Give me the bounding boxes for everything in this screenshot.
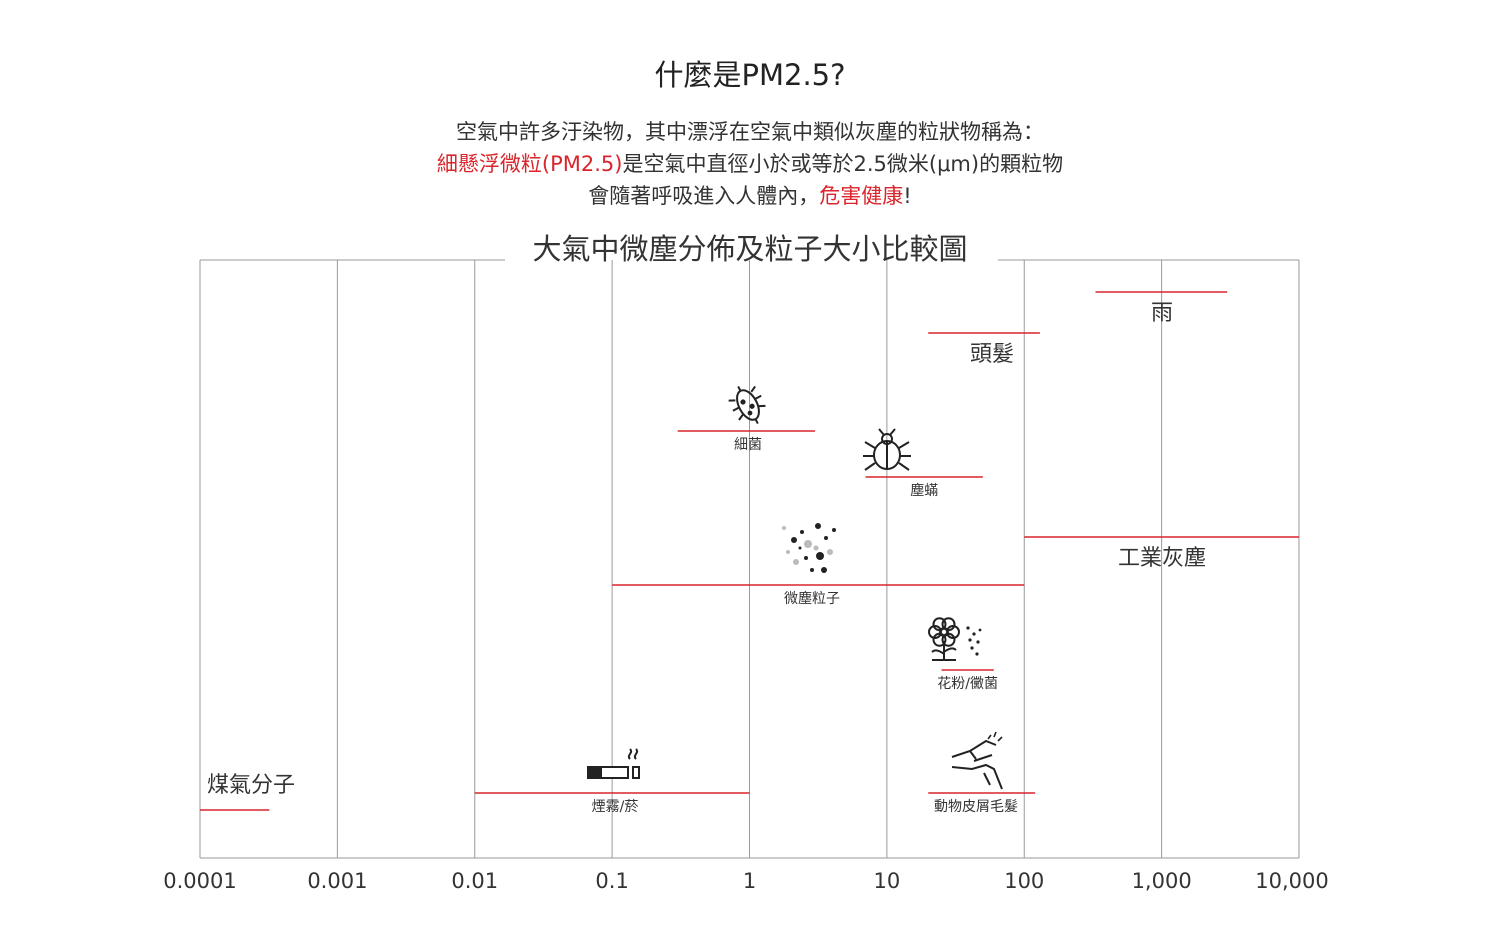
dust-dot — [800, 530, 804, 534]
range-label: 細菌 — [734, 437, 762, 453]
dust-dot — [782, 526, 786, 530]
x-tick-label: 10 — [874, 869, 901, 893]
x-tick-label: 0.001 — [307, 869, 367, 893]
range-label: 微塵粒子 — [784, 590, 840, 607]
range-label: 工業灰塵 — [1118, 546, 1206, 571]
x-tick-label: 0.01 — [451, 869, 498, 893]
pm25-highlight: 細懸浮微粒(PM2.5) — [436, 152, 623, 176]
dust-dot — [793, 559, 799, 565]
hand-pet-icon — [951, 731, 1003, 790]
page-title: 什麼是PM2.5? — [654, 58, 846, 92]
dust-dot — [804, 540, 812, 548]
range-label: 頭髮 — [970, 342, 1014, 367]
range-label: 動物皮屑毛髮 — [934, 799, 1018, 815]
range-label: 花粉/黴菌 — [937, 676, 998, 692]
cigarette-smoke-icon — [587, 748, 640, 779]
dust-dot — [815, 523, 821, 529]
chart-title: 大氣中微塵分佈及粒子大小比較圖 — [532, 232, 967, 266]
dust-dot — [810, 568, 814, 572]
dust-dot — [798, 546, 802, 550]
range-label: 雨 — [1151, 301, 1173, 326]
intro-text: 是空氣中直徑小於或等於2.5微米(μm)的顆粒物 — [622, 152, 1064, 176]
x-tick-label: 100 — [1004, 869, 1044, 893]
x-tick-label: 0.0001 — [163, 869, 236, 893]
range-label: 煙霧/菸 — [592, 799, 639, 815]
x-tick-label: 0.1 — [595, 869, 628, 893]
dust-dot — [791, 537, 797, 543]
dust-particles-icon — [782, 523, 836, 573]
dust-dot — [816, 552, 824, 560]
dust-dot — [832, 528, 836, 532]
x-tick-label: 1,000 — [1132, 869, 1192, 893]
intro-line-2: 細懸浮微粒(PM2.5)是空氣中直徑小於或等於2.5微米(μm)的顆粒物 — [0, 148, 1500, 178]
dust-mite-icon — [863, 428, 911, 471]
intro-text: 空氣中許多汙染物，其中漂浮在空氣中類似灰塵的粒狀物稱為： — [456, 120, 1044, 144]
intro-line-1: 空氣中許多汙染物，其中漂浮在空氣中類似灰塵的粒狀物稱為： — [0, 116, 1500, 146]
dust-dot — [813, 545, 819, 551]
intro-text: ! — [903, 184, 912, 208]
x-tick-label: 1 — [743, 869, 756, 893]
intro-line-3: 會隨著呼吸進入人體內，危害健康! — [0, 180, 1500, 210]
dust-dot — [804, 556, 808, 560]
dust-dot — [821, 567, 827, 573]
dust-dot — [824, 536, 828, 540]
intro-text: 會隨著呼吸進入人體內， — [588, 184, 820, 208]
range-label: 塵蟎 — [910, 482, 938, 499]
health-warning-highlight: 危害健康 — [819, 184, 904, 208]
x-tick-label: 10,000 — [1255, 869, 1328, 893]
range-label: 煤氣分子 — [207, 773, 295, 798]
dust-dot — [827, 549, 833, 555]
flower-pollen-icon — [928, 617, 982, 661]
dust-dot — [786, 550, 790, 554]
bacteria-icon — [728, 385, 766, 425]
